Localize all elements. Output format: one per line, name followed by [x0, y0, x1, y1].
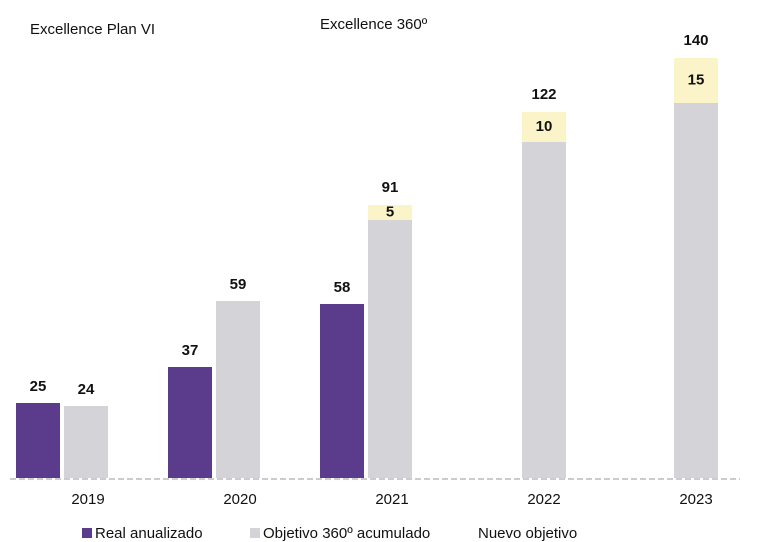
value-label: 25: [30, 378, 47, 395]
bar: [320, 304, 364, 478]
value-label: 37: [182, 342, 199, 359]
value-label: 24: [78, 381, 95, 398]
bar: [16, 403, 60, 478]
bar-segment: [522, 142, 566, 478]
legend-swatch: [82, 528, 92, 538]
total-label: 91: [382, 179, 399, 196]
segment-label: 10: [536, 118, 553, 135]
legend-label: Real anualizado: [95, 525, 203, 542]
value-label: 58: [334, 279, 351, 296]
total-label: 122: [531, 86, 556, 103]
x-tick-label: 2022: [527, 491, 560, 508]
legend-swatch: [250, 528, 260, 538]
x-tick-label: 2021: [375, 491, 408, 508]
header: Excellence 360º: [320, 16, 428, 33]
legend-label: Objetivo 360º acumulado: [263, 525, 430, 542]
bar-segment: [674, 58, 718, 103]
header: Excellence Plan VI: [30, 21, 155, 38]
segment-label: 15: [688, 71, 705, 88]
bar-segment: [522, 112, 566, 142]
bar: [168, 367, 212, 478]
x-tick-label: 2023: [679, 491, 712, 508]
bar-segment: [64, 406, 108, 478]
bar-segment: [368, 220, 412, 478]
x-tick-label: 2020: [223, 491, 256, 508]
bar-segment: [674, 103, 718, 478]
value-label: 59: [230, 276, 247, 293]
x-tick-label: 2019: [71, 491, 104, 508]
segment-label: 5: [386, 203, 394, 220]
total-label: 140: [683, 32, 708, 49]
bar-segment: [216, 301, 260, 478]
bar-segment: [368, 205, 412, 220]
legend-label: Nuevo objetivo: [478, 525, 577, 542]
